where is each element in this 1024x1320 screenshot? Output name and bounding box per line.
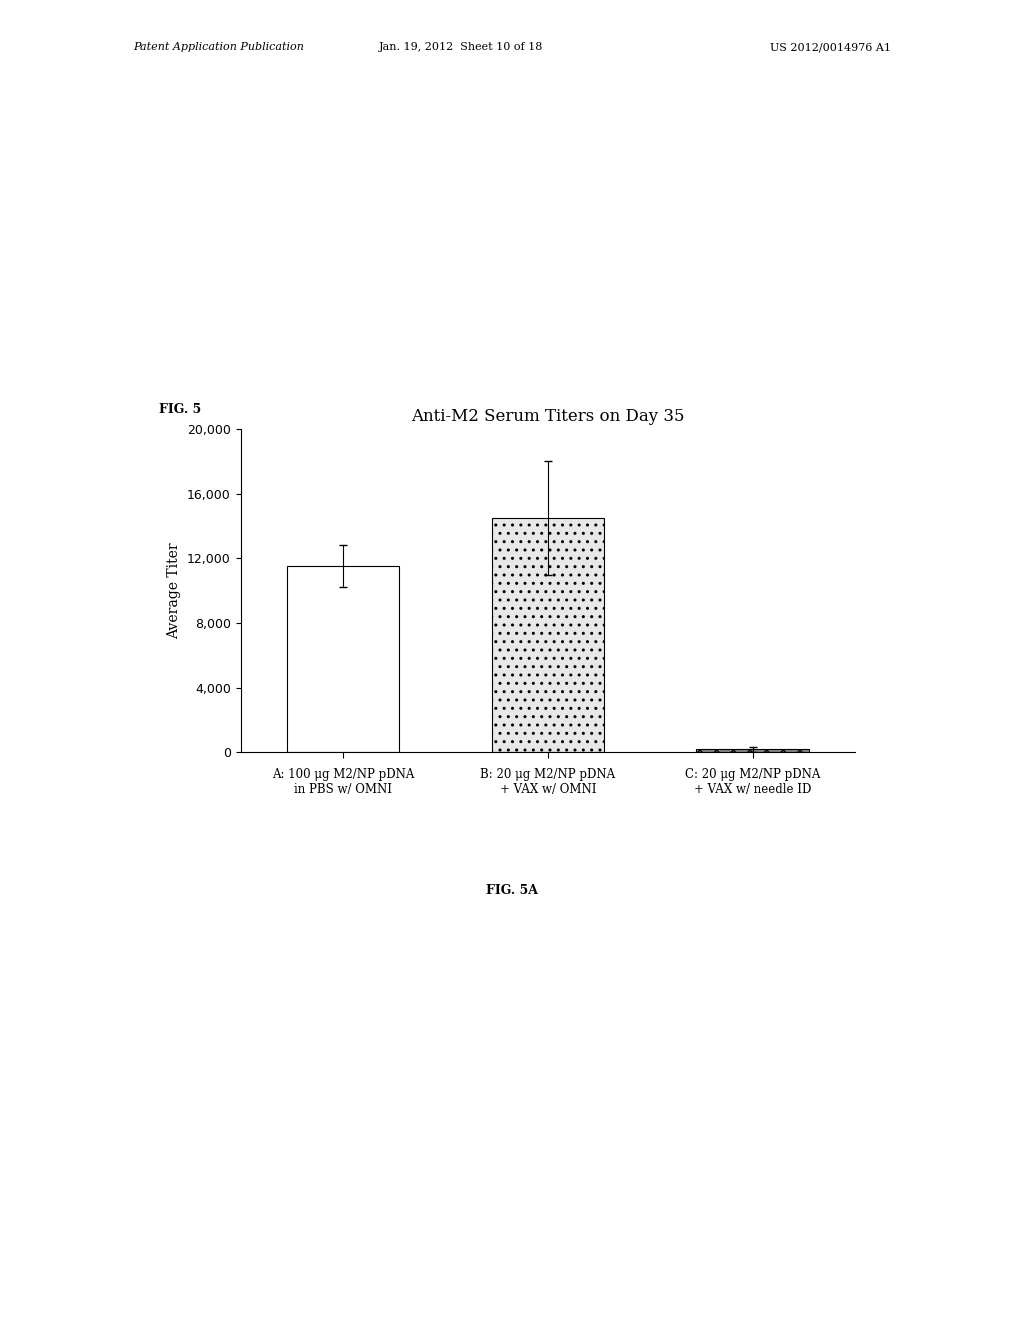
Text: US 2012/0014976 A1: US 2012/0014976 A1 <box>770 42 891 53</box>
Text: Jan. 19, 2012  Sheet 10 of 18: Jan. 19, 2012 Sheet 10 of 18 <box>379 42 543 53</box>
Y-axis label: Average Titer: Average Titer <box>168 543 181 639</box>
Text: C: 20 μg M2/NP pDNA
+ VAX w/ needle ID: C: 20 μg M2/NP pDNA + VAX w/ needle ID <box>685 768 820 796</box>
Text: A: 100 μg M2/NP pDNA
in PBS w/ OMNI: A: 100 μg M2/NP pDNA in PBS w/ OMNI <box>271 768 415 796</box>
Title: Anti-M2 Serum Titers on Day 35: Anti-M2 Serum Titers on Day 35 <box>411 408 685 425</box>
Bar <box>492 517 604 752</box>
Bar <box>696 750 809 752</box>
Text: FIG. 5: FIG. 5 <box>159 403 201 416</box>
Text: B: 20 μg M2/NP pDNA
+ VAX w/ OMNI: B: 20 μg M2/NP pDNA + VAX w/ OMNI <box>480 768 615 796</box>
Text: FIG. 5A: FIG. 5A <box>486 884 538 898</box>
Bar <box>287 566 399 752</box>
Text: Patent Application Publication: Patent Application Publication <box>133 42 304 53</box>
